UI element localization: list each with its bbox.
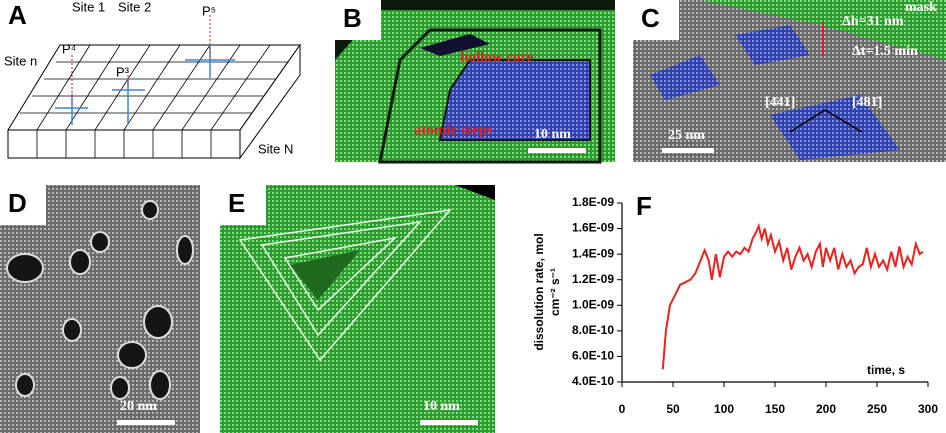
panel-label: E [228,188,245,218]
scale-bar [420,420,478,425]
x-tick-label: 200 [816,402,836,416]
annotation: [4̄41] [765,95,795,110]
data-line [663,226,923,369]
panel-e: E 10 nm [220,185,495,433]
y-axis-label: cm⁻² s⁻¹ [548,268,562,316]
scale-label: 25 nm [668,128,705,143]
annotation: Site 1 [72,0,105,14]
x-tick-label: 100 [714,402,734,416]
panel-c: C mask Δh=31 nm Δt=1.5 min [4̄41] [481̄]… [633,0,946,162]
panel-label: F [636,191,652,221]
annotation: Δt=1.5 min [852,44,918,59]
annotation: Site N [258,141,293,156]
scale-bar [662,148,714,153]
panel-d: D 20 nm [0,185,200,433]
panel-label: D [8,188,27,218]
annotation: atomic steps [414,122,493,138]
x-tick-label: 250 [867,402,887,416]
annotation: P⁴ [62,41,76,56]
y-axis-label: dissolution rate, mol [532,233,546,350]
annotation: P³ [116,64,130,79]
annotation: P⁵ [202,3,216,18]
y-tick-label: 1.0E-09 [572,297,614,311]
y-tick-label: 1.8E-09 [572,195,614,209]
scale-label: 20 nm [120,399,157,414]
scale-label: 10 nm [423,399,460,414]
x-tick-label: 50 [666,402,680,416]
annotation: Δh=31 nm [842,14,904,29]
panel-label: C [641,3,660,33]
x-tick-label: 300 [918,402,938,416]
annotation: hollow core [460,49,534,65]
scale-bar [117,420,175,425]
y-tick-label: 6.0E-10 [572,349,614,363]
y-tick-label: 8.0E-10 [572,323,614,337]
panel-label: A [8,0,27,30]
y-tick-label: 4.0E-10 [572,374,614,388]
panel-f: F dissolution rate, mol cm⁻² s⁻¹ time, s… [532,191,938,416]
y-tick-label: 1.2E-09 [572,272,614,286]
annotation: mask [905,0,937,15]
annotation: [481̄] [852,95,882,110]
x-tick-label: 150 [765,402,785,416]
y-tick-label: 1.6E-09 [572,221,614,235]
x-tick-label: 0 [619,402,626,416]
panel-a: A Site 1 Site 2 Site n P⁴ P³ P⁵ Site N [4,0,300,158]
figure: A Site 1 Site 2 Site n P⁴ P³ P⁵ Site N B… [0,0,946,433]
annotation: Site 2 [118,0,151,14]
scale-label: 10 nm [534,127,571,142]
x-axis-label: time, s [867,363,905,377]
y-tick-label: 1.4E-09 [572,246,614,260]
panel-label: B [343,3,362,33]
scale-bar [528,148,586,153]
annotation: Site n [4,53,37,68]
panel-b: B hollow core atomic steps 10 nm [335,0,615,162]
